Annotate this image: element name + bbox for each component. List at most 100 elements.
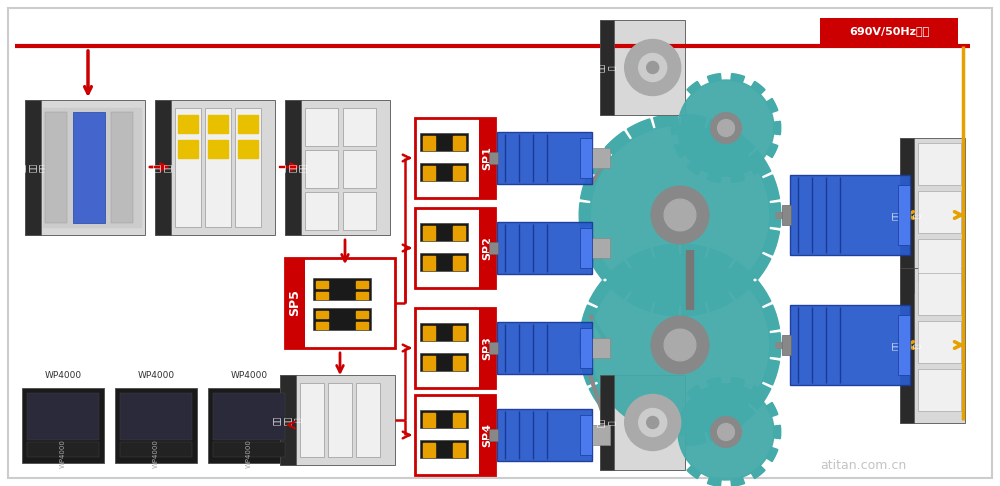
Circle shape bbox=[651, 316, 709, 374]
Circle shape bbox=[651, 186, 709, 244]
Wedge shape bbox=[731, 73, 745, 83]
FancyBboxPatch shape bbox=[580, 138, 592, 178]
Wedge shape bbox=[654, 432, 678, 446]
FancyBboxPatch shape bbox=[423, 143, 435, 150]
FancyBboxPatch shape bbox=[489, 429, 498, 441]
Wedge shape bbox=[589, 384, 611, 409]
Wedge shape bbox=[687, 385, 701, 399]
FancyBboxPatch shape bbox=[22, 388, 104, 463]
FancyBboxPatch shape bbox=[489, 342, 498, 354]
Wedge shape bbox=[707, 422, 733, 441]
Wedge shape bbox=[769, 203, 781, 227]
FancyBboxPatch shape bbox=[343, 108, 376, 146]
Wedge shape bbox=[627, 119, 653, 139]
Wedge shape bbox=[751, 466, 765, 479]
FancyBboxPatch shape bbox=[343, 192, 376, 230]
Wedge shape bbox=[654, 302, 678, 316]
Wedge shape bbox=[674, 143, 686, 157]
Wedge shape bbox=[749, 384, 771, 409]
FancyBboxPatch shape bbox=[316, 292, 328, 299]
Circle shape bbox=[711, 113, 741, 143]
Wedge shape bbox=[581, 360, 597, 385]
FancyBboxPatch shape bbox=[918, 321, 961, 363]
FancyBboxPatch shape bbox=[918, 369, 961, 411]
Wedge shape bbox=[730, 131, 755, 155]
Text: 690V/50Hz电网: 690V/50Hz电网 bbox=[849, 26, 929, 36]
FancyBboxPatch shape bbox=[900, 138, 965, 293]
FancyBboxPatch shape bbox=[423, 420, 435, 427]
FancyBboxPatch shape bbox=[423, 443, 435, 450]
Circle shape bbox=[625, 395, 681, 451]
Wedge shape bbox=[707, 119, 733, 139]
FancyBboxPatch shape bbox=[453, 143, 465, 150]
Circle shape bbox=[625, 39, 681, 96]
FancyBboxPatch shape bbox=[420, 353, 468, 371]
FancyBboxPatch shape bbox=[238, 115, 258, 133]
FancyBboxPatch shape bbox=[453, 173, 465, 180]
Wedge shape bbox=[687, 81, 701, 94]
FancyBboxPatch shape bbox=[43, 108, 141, 227]
Text: 陪试
变频
器: 陪试 变频 器 bbox=[892, 211, 922, 220]
FancyBboxPatch shape bbox=[898, 314, 910, 375]
FancyBboxPatch shape bbox=[453, 443, 465, 450]
FancyBboxPatch shape bbox=[423, 166, 435, 173]
Text: WP4000: WP4000 bbox=[44, 371, 82, 380]
FancyBboxPatch shape bbox=[592, 425, 610, 445]
FancyBboxPatch shape bbox=[423, 333, 435, 340]
FancyBboxPatch shape bbox=[600, 20, 614, 115]
Wedge shape bbox=[774, 122, 781, 135]
FancyBboxPatch shape bbox=[453, 420, 465, 427]
FancyBboxPatch shape bbox=[453, 263, 465, 270]
FancyBboxPatch shape bbox=[316, 322, 328, 329]
Text: 齿轮
箱: 齿轮 箱 bbox=[597, 63, 617, 72]
FancyBboxPatch shape bbox=[479, 395, 495, 475]
Text: SP5: SP5 bbox=[288, 290, 302, 316]
Wedge shape bbox=[605, 131, 630, 155]
Wedge shape bbox=[707, 249, 733, 268]
FancyBboxPatch shape bbox=[497, 222, 592, 274]
FancyBboxPatch shape bbox=[27, 442, 99, 457]
FancyBboxPatch shape bbox=[343, 150, 376, 188]
Wedge shape bbox=[682, 432, 706, 446]
Wedge shape bbox=[579, 203, 591, 227]
FancyBboxPatch shape bbox=[898, 185, 910, 245]
Circle shape bbox=[590, 255, 770, 435]
FancyBboxPatch shape bbox=[316, 281, 328, 288]
Circle shape bbox=[647, 417, 659, 429]
Wedge shape bbox=[589, 151, 611, 176]
Wedge shape bbox=[581, 305, 597, 330]
FancyBboxPatch shape bbox=[420, 323, 468, 341]
FancyBboxPatch shape bbox=[453, 333, 465, 340]
FancyBboxPatch shape bbox=[285, 258, 305, 348]
FancyBboxPatch shape bbox=[453, 233, 465, 240]
FancyBboxPatch shape bbox=[479, 208, 495, 288]
Wedge shape bbox=[605, 405, 630, 429]
FancyBboxPatch shape bbox=[489, 152, 498, 164]
FancyBboxPatch shape bbox=[208, 140, 228, 158]
FancyBboxPatch shape bbox=[580, 328, 592, 368]
Wedge shape bbox=[751, 162, 765, 174]
Wedge shape bbox=[763, 175, 779, 200]
Circle shape bbox=[718, 424, 734, 440]
FancyBboxPatch shape bbox=[420, 163, 468, 181]
FancyBboxPatch shape bbox=[313, 278, 371, 300]
FancyBboxPatch shape bbox=[316, 311, 328, 318]
Wedge shape bbox=[627, 292, 653, 311]
Text: WP4000: WP4000 bbox=[230, 371, 268, 380]
FancyBboxPatch shape bbox=[423, 226, 435, 233]
FancyBboxPatch shape bbox=[782, 206, 791, 225]
Text: WP4000: WP4000 bbox=[60, 439, 66, 469]
Wedge shape bbox=[731, 173, 745, 182]
FancyBboxPatch shape bbox=[918, 273, 961, 315]
FancyBboxPatch shape bbox=[453, 356, 465, 363]
Text: 整流
器组: 整流 器组 bbox=[153, 163, 173, 172]
FancyBboxPatch shape bbox=[423, 233, 435, 240]
FancyBboxPatch shape bbox=[280, 375, 296, 465]
Wedge shape bbox=[766, 143, 778, 157]
FancyBboxPatch shape bbox=[420, 223, 468, 241]
FancyBboxPatch shape bbox=[175, 108, 201, 227]
Wedge shape bbox=[579, 333, 591, 357]
FancyBboxPatch shape bbox=[305, 108, 338, 146]
Wedge shape bbox=[769, 333, 781, 357]
FancyBboxPatch shape bbox=[235, 108, 261, 227]
